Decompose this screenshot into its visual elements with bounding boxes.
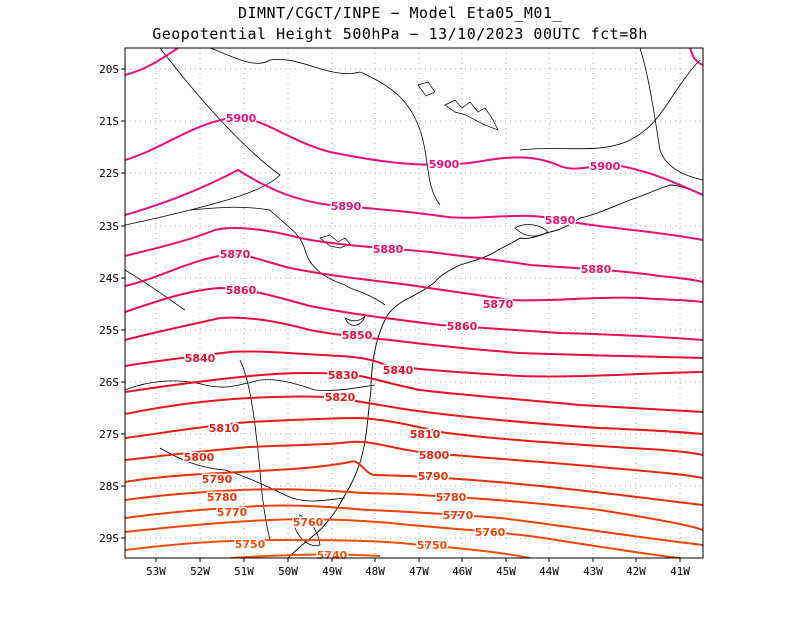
contour-label: 5780 bbox=[207, 491, 238, 504]
lon-tick-label: 52W bbox=[190, 565, 210, 578]
contour-label: 5800 bbox=[419, 449, 450, 462]
lat-tick-label: 23S bbox=[99, 220, 119, 233]
reservoir-small bbox=[417, 81, 436, 97]
contour-line-5900 bbox=[689, 48, 703, 66]
contour-label: 5880 bbox=[373, 243, 404, 256]
contour-label: 5790 bbox=[202, 473, 233, 486]
contour-label: 5790 bbox=[418, 470, 449, 483]
contour-label: 5860 bbox=[226, 284, 257, 297]
es-border bbox=[639, 48, 703, 181]
contour-line-5760 bbox=[125, 518, 681, 558]
contour-label: 5760 bbox=[475, 526, 506, 539]
lat-tick-label: 25S bbox=[99, 324, 119, 337]
contour-line-5850 bbox=[125, 316, 703, 359]
contour-label: 5900 bbox=[590, 160, 621, 173]
contour-label: 5820 bbox=[325, 391, 356, 404]
grid bbox=[125, 48, 703, 558]
contour-line-5880 bbox=[125, 227, 703, 283]
contour-line-5810 bbox=[125, 416, 703, 456]
contour-line-5820 bbox=[125, 395, 703, 435]
contour-label: 5900 bbox=[429, 158, 460, 171]
lon-tick-label: 51W bbox=[234, 565, 254, 578]
contour-line-5840 bbox=[125, 350, 703, 378]
rio-bay bbox=[514, 224, 549, 237]
contour-label: 5890 bbox=[545, 214, 576, 227]
contour-label: 5800 bbox=[184, 451, 215, 464]
contour-label: 5900 bbox=[226, 112, 257, 125]
contour-label: 5870 bbox=[483, 298, 514, 311]
lat-tick-label: 21S bbox=[99, 115, 119, 128]
state-border-pr-sp bbox=[189, 206, 386, 306]
furnas-reservoir bbox=[444, 99, 499, 131]
contour-label: 5880 bbox=[581, 263, 612, 276]
title-line-1: DIMNT/CGCT/INPE − Model Eta05_M01_ bbox=[237, 4, 563, 22]
contour-label: 5870 bbox=[220, 248, 251, 261]
contour-label: 5770 bbox=[443, 509, 474, 522]
contour-line-5750 bbox=[125, 538, 531, 558]
contour-label: 5850 bbox=[342, 329, 373, 342]
lon-tick-label: 46W bbox=[452, 565, 472, 578]
coastline bbox=[287, 184, 703, 558]
lon-tick-label: 44W bbox=[539, 565, 559, 578]
contour-line-5870 bbox=[125, 253, 703, 303]
title-line-2: Geopotential Height 500hPa − 13/10/2023 … bbox=[152, 25, 648, 43]
lon-tick-label: 50W bbox=[278, 565, 298, 578]
contour-label: 5770 bbox=[217, 506, 248, 519]
contour-line-5790 bbox=[125, 460, 703, 506]
contour-line-5740 bbox=[229, 553, 381, 558]
lon-tick-label: 45W bbox=[496, 565, 516, 578]
contour-label: 5810 bbox=[410, 428, 441, 441]
state-border-ms-sp bbox=[125, 48, 281, 226]
mg-rj-border bbox=[519, 59, 701, 151]
coastline-and-borders bbox=[125, 48, 703, 558]
contour-label: 5760 bbox=[293, 516, 324, 529]
lat-tick-label: 27S bbox=[99, 428, 119, 441]
contour-label: 5750 bbox=[417, 539, 448, 552]
contour-line-5900 bbox=[125, 116, 703, 196]
contour-label: 5780 bbox=[436, 491, 467, 504]
contour-line-5770 bbox=[125, 504, 703, 546]
contour-label: 5860 bbox=[447, 320, 478, 333]
contour-line-5800 bbox=[125, 440, 703, 479]
contour-label: 5750 bbox=[235, 538, 266, 551]
lon-tick-label: 49W bbox=[322, 565, 342, 578]
contour-lines bbox=[125, 48, 703, 558]
paranagua-bay bbox=[344, 315, 366, 326]
lat-tick-label: 24S bbox=[99, 272, 119, 285]
contour-labels: 5900 5900 5900 5890 5890 5880 5880 5870 5870 5860… bbox=[182, 111, 622, 564]
contour-line-5830 bbox=[125, 372, 703, 413]
lat-tick-label: 20S bbox=[99, 63, 119, 76]
state-border-mg-sp bbox=[209, 48, 441, 206]
contour-line-5780 bbox=[125, 488, 703, 531]
contour-label: 5740 bbox=[317, 549, 348, 562]
contour-label: 5890 bbox=[331, 200, 362, 213]
state-border-sc-rs bbox=[159, 447, 346, 502]
state-border-pr-sc bbox=[125, 379, 376, 391]
contour-label: 5840 bbox=[383, 364, 414, 377]
state-border-west bbox=[125, 269, 271, 541]
lat-tick-label: 29S bbox=[99, 532, 119, 545]
lat-tick-label: 26S bbox=[99, 376, 119, 389]
lat-tick-label: 22S bbox=[99, 167, 119, 180]
reservoir-pr bbox=[319, 234, 351, 249]
lon-tick-label: 48W bbox=[365, 565, 385, 578]
contour-label: 5830 bbox=[328, 369, 359, 382]
lon-tick-label: 53W bbox=[146, 565, 166, 578]
lon-tick-label: 42W bbox=[626, 565, 646, 578]
lagoa-dos-patos bbox=[294, 514, 321, 547]
lon-tick-label: 43W bbox=[583, 565, 603, 578]
contour-line-5860 bbox=[125, 286, 703, 341]
contour-line-5890 bbox=[125, 168, 703, 241]
contour-line-5900 bbox=[125, 48, 179, 76]
contour-label: 5840 bbox=[185, 352, 216, 365]
lat-tick-label: 28S bbox=[99, 480, 119, 493]
map-frame bbox=[124, 47, 704, 559]
contour-label: 5810 bbox=[209, 422, 240, 435]
lon-tick-label: 47W bbox=[409, 565, 429, 578]
reservoirs bbox=[319, 81, 499, 249]
lon-tick-label: 41W bbox=[670, 565, 690, 578]
